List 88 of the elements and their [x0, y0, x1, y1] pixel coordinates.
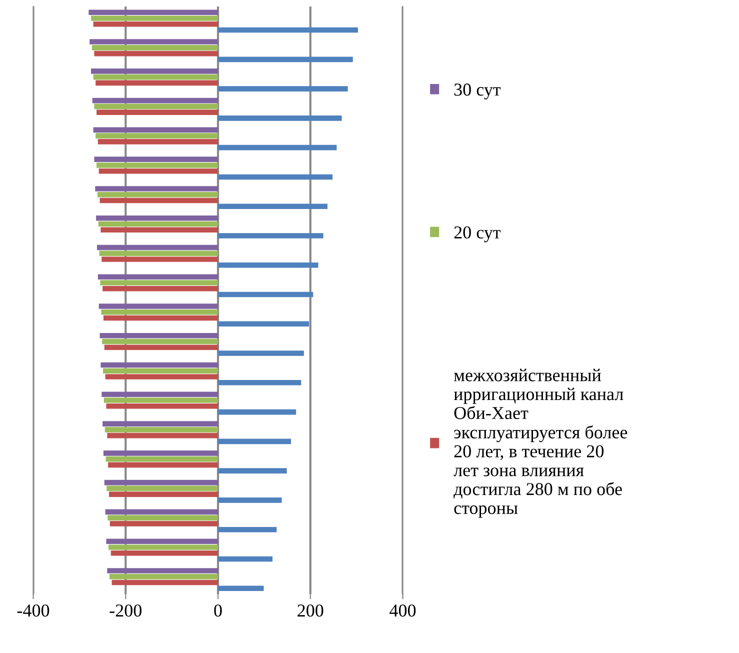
bar — [92, 45, 218, 50]
bar — [97, 192, 218, 198]
bar — [218, 350, 304, 356]
bar — [94, 104, 218, 110]
bar — [218, 204, 328, 209]
bar — [108, 515, 218, 520]
bar — [98, 221, 218, 227]
bar — [218, 27, 358, 33]
legend-label: межхозяйственный ирригационный канал Оби-Хает эксплуатируется более 20 лет, в течение 20 лет зона влияния достигла 280 м по обе стороны — [454, 368, 628, 518]
bar — [88, 10, 218, 16]
bar — [218, 468, 287, 474]
bar — [106, 538, 218, 544]
bar — [102, 286, 218, 292]
bar — [218, 262, 318, 268]
bar — [96, 215, 218, 221]
bar — [103, 450, 218, 456]
bar — [105, 509, 218, 515]
bar — [99, 250, 218, 256]
bar — [103, 315, 218, 321]
bar — [110, 521, 218, 526]
bar — [96, 110, 218, 115]
bar — [106, 404, 218, 409]
bar — [98, 168, 218, 174]
bar — [112, 580, 218, 586]
bar — [96, 80, 218, 86]
bar — [218, 144, 337, 150]
bar — [218, 56, 353, 62]
bar — [109, 574, 218, 580]
bar — [98, 139, 218, 144]
bar — [218, 556, 273, 562]
bar — [93, 22, 218, 27]
bar — [104, 398, 218, 403]
x-tick-label: -400 — [17, 604, 50, 617]
bar — [93, 127, 218, 133]
bar — [218, 292, 314, 298]
bar — [100, 362, 218, 368]
bar — [93, 74, 218, 80]
bar — [104, 480, 218, 486]
x-tick-label: 200 — [298, 604, 324, 617]
bar — [109, 492, 218, 497]
bar — [100, 227, 218, 232]
bar — [104, 344, 218, 350]
bar — [98, 304, 218, 309]
bar — [218, 586, 264, 591]
bar — [110, 550, 218, 556]
bar — [96, 244, 218, 250]
bar — [105, 374, 218, 380]
bar — [108, 544, 218, 550]
bar — [108, 462, 218, 468]
bar — [95, 186, 218, 192]
bar — [103, 368, 218, 374]
bar — [107, 568, 218, 574]
bar — [102, 338, 218, 344]
bar — [92, 98, 218, 104]
bar — [90, 39, 218, 44]
bar — [100, 198, 218, 204]
legend-label: 20 сут — [454, 226, 501, 242]
bar — [102, 421, 218, 426]
bar — [90, 16, 218, 21]
bar — [106, 456, 218, 462]
bar — [96, 133, 218, 138]
bar — [218, 321, 309, 327]
bar — [218, 86, 348, 92]
bar — [218, 174, 333, 180]
bar — [102, 392, 218, 398]
x-tick-label: 400 — [390, 604, 416, 617]
bar — [218, 409, 296, 415]
bar — [218, 116, 342, 121]
bar — [218, 380, 302, 386]
bar — [100, 332, 218, 338]
x-tick-label: -200 — [110, 604, 142, 617]
bar — [102, 256, 218, 262]
bar — [90, 68, 218, 74]
bar — [106, 486, 218, 492]
bar — [101, 309, 218, 315]
bar — [100, 280, 218, 286]
bar — [107, 432, 218, 438]
x-tick-label: 0 — [214, 604, 222, 617]
legend-label: 30 сут — [454, 84, 501, 100]
bar — [94, 50, 218, 56]
bar — [98, 274, 218, 280]
bar — [218, 233, 324, 238]
bar — [94, 156, 218, 162]
bar — [96, 162, 218, 168]
bar — [104, 427, 218, 432]
bar — [218, 438, 291, 444]
bar — [218, 526, 277, 532]
bar — [218, 498, 282, 503]
